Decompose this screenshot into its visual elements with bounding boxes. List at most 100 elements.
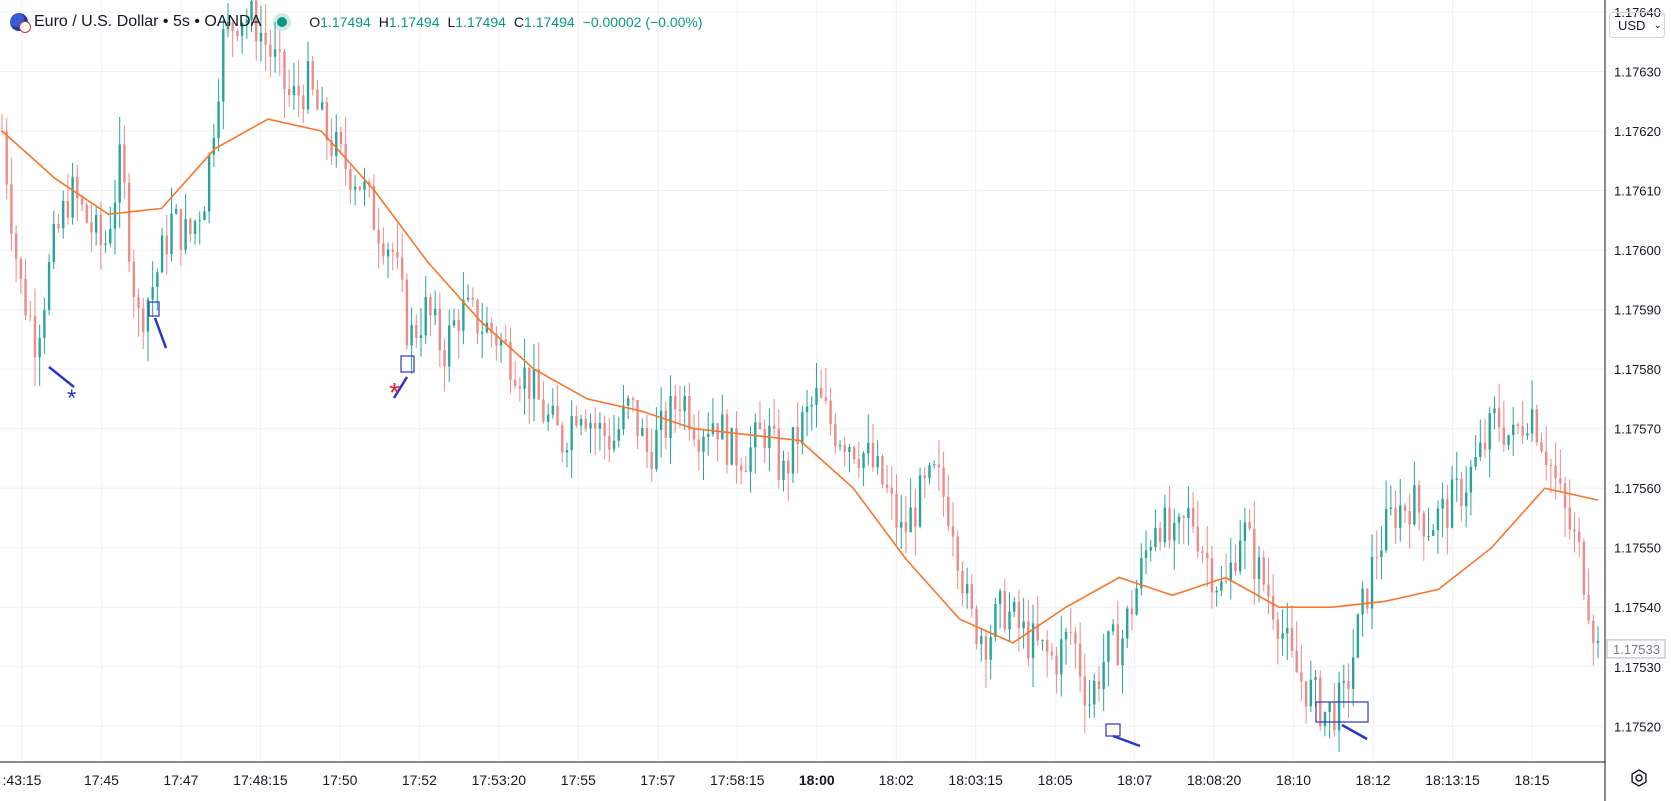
candle-body <box>594 422 597 429</box>
candle-body <box>278 49 281 52</box>
candle-body <box>448 325 451 367</box>
candle-body <box>819 387 823 398</box>
candle-body <box>57 223 60 229</box>
ohlc-low: L1.17494 <box>448 14 506 30</box>
candle-body <box>528 367 531 399</box>
candle-body <box>1300 672 1303 682</box>
candle-body <box>1088 704 1091 706</box>
candle-body <box>71 176 74 218</box>
candle-body <box>1022 621 1025 629</box>
time-tick-label: 17:45 <box>84 772 119 788</box>
candle-body <box>1563 483 1567 508</box>
time-tick-label: 18:00 <box>799 772 835 788</box>
candle-body <box>1271 596 1275 620</box>
candle-body <box>641 427 644 436</box>
candle-body <box>1559 478 1562 484</box>
candle-body <box>1097 680 1101 690</box>
candle-body <box>584 418 587 429</box>
annotation-box-1 <box>148 301 160 317</box>
candle-body <box>829 400 832 425</box>
candle-body <box>1568 507 1571 530</box>
candle-body <box>725 414 729 465</box>
candle-body <box>956 536 959 571</box>
candle-body <box>1262 557 1265 585</box>
moving-average-line <box>1 118 1599 644</box>
candle-body <box>1516 424 1520 427</box>
candle-body <box>1229 562 1232 582</box>
candle-body <box>283 51 286 89</box>
price-axis[interactable]: 1.176401.176301.176201.176101.176001.175… <box>1614 5 1661 734</box>
candle-body <box>255 0 258 42</box>
candle-body <box>396 251 399 258</box>
candle-body <box>1422 512 1426 537</box>
candle-body <box>19 259 23 279</box>
candle-body <box>1502 427 1506 445</box>
candle-body <box>655 429 658 470</box>
market-status-icon[interactable] <box>277 17 288 27</box>
candle-body <box>636 400 639 436</box>
candle-body <box>509 341 512 380</box>
candle-body <box>457 320 460 331</box>
annotation-box-4 <box>1315 701 1369 723</box>
candle-body <box>556 405 559 426</box>
candle-body <box>99 214 103 245</box>
symbol-title[interactable]: Euro / U.S. Dollar • 5s • OANDA <box>34 13 262 30</box>
price-tick-label: 1.17540 <box>1614 600 1661 615</box>
candle-body <box>1587 594 1590 621</box>
candle-body <box>490 322 493 334</box>
currency-select[interactable]: USD ⌄ <box>1609 12 1665 38</box>
candle-body <box>1201 551 1204 553</box>
candle-body <box>612 440 616 450</box>
candle-body <box>43 309 46 338</box>
candle-body <box>659 410 663 430</box>
ohlc-high-label: H <box>378 14 389 30</box>
candle-body <box>1158 527 1162 543</box>
candle-body <box>1064 631 1068 640</box>
candle-body <box>1210 558 1214 593</box>
candle-body <box>561 425 564 453</box>
price-tick-label: 1.17600 <box>1614 243 1661 258</box>
candle-body <box>1347 680 1350 689</box>
candle-body <box>1281 633 1284 639</box>
candle-body <box>1027 621 1030 659</box>
candle-body <box>914 507 917 527</box>
candle-body <box>1243 522 1247 541</box>
candle-body <box>1333 702 1336 731</box>
candle-body <box>1309 679 1313 707</box>
candle-body <box>287 88 291 96</box>
candle-body <box>1512 424 1515 435</box>
candle-body <box>1535 409 1538 443</box>
time-tick-label: 18:13:15 <box>1425 772 1480 788</box>
candle-body <box>1154 527 1157 548</box>
candle-body <box>834 424 837 447</box>
candle-body <box>565 450 569 453</box>
candle-body <box>1017 601 1021 629</box>
last-price-marker: 1.17533 <box>1606 639 1666 659</box>
candle-body <box>207 154 211 212</box>
candle-body <box>1130 608 1134 615</box>
ohlc-high: H1.17494 <box>379 14 440 30</box>
candle-body <box>1446 499 1449 528</box>
candle-body <box>1257 557 1261 579</box>
price-tick-label: 1.17570 <box>1614 422 1661 437</box>
candle-body <box>156 272 159 288</box>
time-tick-label: 18:12 <box>1356 772 1391 788</box>
price-tick-label: 1.17550 <box>1614 541 1661 556</box>
candle-body <box>1060 639 1063 675</box>
candle-body <box>513 379 517 387</box>
annotation-line-2 <box>153 317 168 349</box>
time-tick-label: 18:03:15 <box>948 772 1003 788</box>
candle-body <box>631 398 635 401</box>
candle-body <box>165 235 168 255</box>
settings-gear-icon[interactable] <box>1629 768 1649 788</box>
candle-body <box>1582 541 1586 595</box>
candle-body <box>951 526 955 537</box>
candle-body <box>123 144 126 183</box>
time-axis[interactable]: :43:15 17:45 17:47 17:48:15 17:50 17:52 17:53:… <box>3 772 1550 788</box>
candle-body <box>344 143 347 170</box>
candle-body <box>1384 509 1388 551</box>
candle-body <box>1116 624 1119 666</box>
time-tick-label: 18:08:20 <box>1187 772 1242 788</box>
candle-body <box>1093 680 1096 705</box>
